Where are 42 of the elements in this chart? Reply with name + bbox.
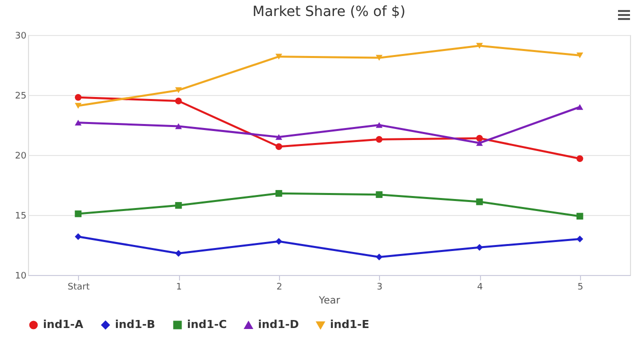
x-tick-label: 2: [276, 282, 282, 292]
x-tick-label: Start: [68, 282, 90, 292]
point: [376, 254, 383, 260]
y-tick-label: 20: [15, 152, 27, 162]
chart-title: Market Share (% of $): [252, 4, 406, 20]
y-tick-label: 15: [15, 212, 26, 222]
x-tick-label: 3: [376, 282, 383, 292]
point: [175, 202, 182, 209]
legend-label: ind1-B: [115, 318, 156, 331]
y-tick-label: 30: [15, 32, 27, 42]
point: [476, 244, 483, 251]
x-tick-label: 5: [577, 282, 584, 292]
legend-label: ind1-C: [187, 318, 227, 331]
point: [576, 104, 584, 110]
legend-label: ind1-E: [330, 318, 370, 332]
point: [275, 238, 282, 245]
point: [376, 191, 383, 198]
legend-label: ind1-D: [258, 318, 299, 332]
point: [275, 190, 282, 197]
y-tick-label: 25: [15, 92, 26, 102]
point: [175, 250, 182, 257]
point: [576, 236, 584, 242]
point: [576, 212, 584, 220]
point: [476, 140, 483, 146]
legend-label: ind1-A: [43, 318, 84, 331]
point: [74, 210, 82, 218]
x-tick-label: 4: [477, 282, 484, 292]
point: [376, 54, 383, 61]
x-axis-title: Year: [318, 296, 341, 306]
point: [476, 42, 483, 49]
x-tick-label: 1: [176, 282, 182, 292]
point: [175, 87, 182, 94]
point: [576, 52, 584, 58]
point: [74, 233, 82, 240]
point: [275, 134, 282, 140]
point: [175, 123, 182, 130]
point: [376, 122, 383, 128]
point: [476, 198, 483, 206]
point: [74, 120, 82, 126]
point: [275, 54, 282, 60]
y-tick-label: 10: [15, 272, 27, 282]
point: [74, 102, 82, 109]
